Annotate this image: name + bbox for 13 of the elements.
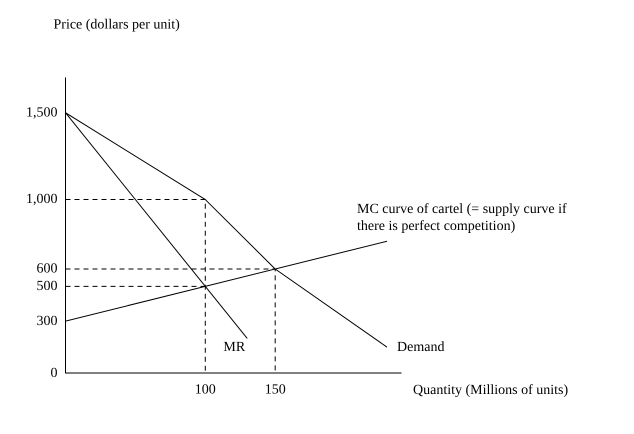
y-tick-label: 0 <box>50 366 58 381</box>
y-tick-label: 1,000 <box>26 192 58 208</box>
series-label: MR <box>223 340 246 356</box>
y-tick-label: 500 <box>36 279 58 294</box>
series-label: Demand <box>397 340 444 355</box>
x-tick-label: 150 <box>264 382 286 398</box>
y-axis-title: Price (dollars per unit) <box>54 18 180 33</box>
y-tick-label: 1,500 <box>26 105 58 120</box>
x-axis-title: Quantity (Millions of units) <box>413 382 568 398</box>
x-tick-label: 100 <box>194 382 216 398</box>
y-tick-label: 600 <box>36 262 58 277</box>
series-label: MC curve of cartel (= supply curve if there is perfect competition) <box>357 202 568 234</box>
y-tick-label: 300 <box>36 314 58 329</box>
